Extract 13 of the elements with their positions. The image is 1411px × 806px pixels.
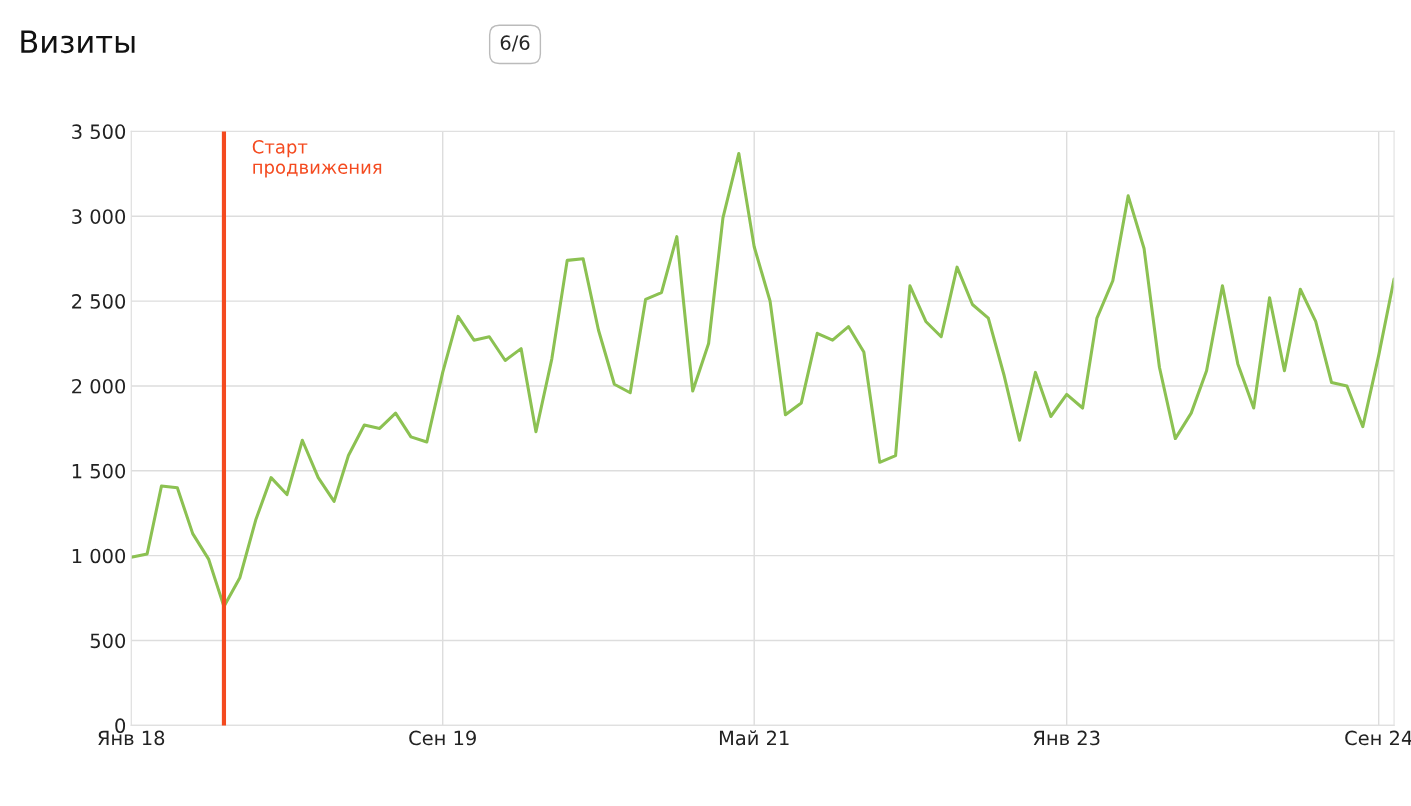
text: 6/6 [500,35,530,52]
y-tick-label: 500 [90,633,126,649]
y-tick-label: 1 500 [72,463,126,479]
y-tick-label: 3 000 [72,209,126,224]
ref-line-label: Старт продвижения [252,140,382,178]
y-tick-label: 1 000 [72,548,126,564]
y-tick-label: 3 500 [72,124,126,140]
x-tick-label: Май 21 [719,730,789,746]
y-tick-label: 2 500 [72,294,126,309]
chart-title: Визиты [21,30,135,54]
y-tick-label: 2 000 [72,378,126,394]
x-tick-label: Сен 19 [409,730,476,746]
x-tick-label: Янв 23 [1033,730,1100,746]
